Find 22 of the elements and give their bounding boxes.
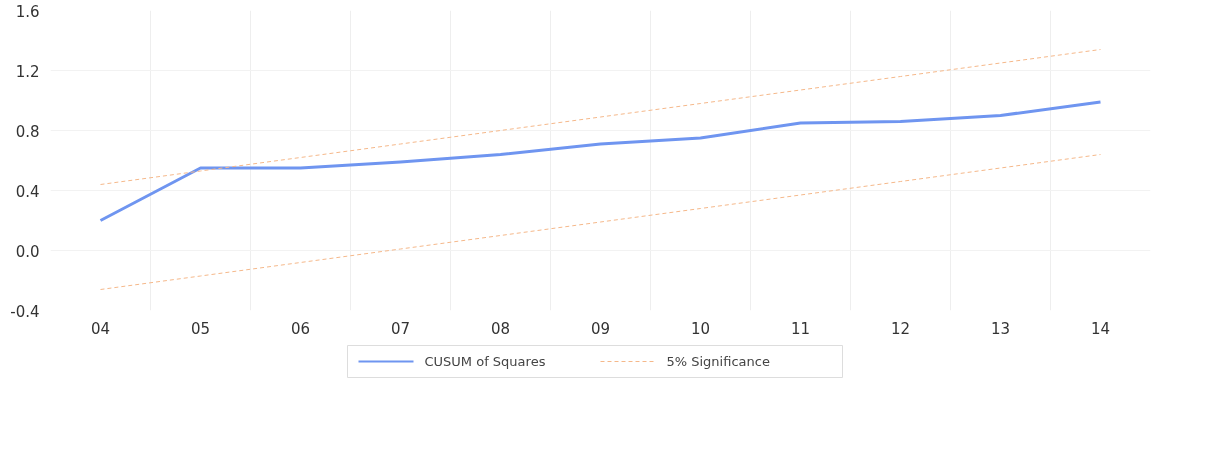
x-tick-label: 04: [90, 319, 111, 338]
x-tick-label: 09: [590, 319, 611, 338]
x-tick-label: 12: [890, 319, 911, 338]
y-tick-label: -0.4: [10, 302, 40, 321]
x-tick-label: 11: [790, 319, 811, 338]
y-tick-label: 1.2: [15, 62, 40, 81]
line-series: [100, 49, 1101, 185]
legend-label: CUSUM of Squares: [424, 354, 546, 369]
legend-label: 5% Significance: [666, 354, 770, 369]
x-tick-label: 06: [290, 319, 311, 338]
y-tick-label: 1.6: [15, 2, 40, 21]
y-tick-label: 0.8: [15, 122, 40, 141]
y-tick-label: 0.4: [15, 182, 40, 201]
x-tick-label: 10: [690, 319, 711, 338]
x-tick-label: 14: [1090, 319, 1111, 338]
line-series: [100, 154, 1101, 290]
x-tick-label: 08: [490, 319, 511, 338]
x-tick-label: 13: [990, 319, 1011, 338]
line-series: [99, 100, 1102, 222]
x-tick-label: 05: [190, 319, 211, 338]
x-tick-label: 07: [390, 319, 411, 338]
y-tick-label: 0.0: [15, 242, 40, 261]
